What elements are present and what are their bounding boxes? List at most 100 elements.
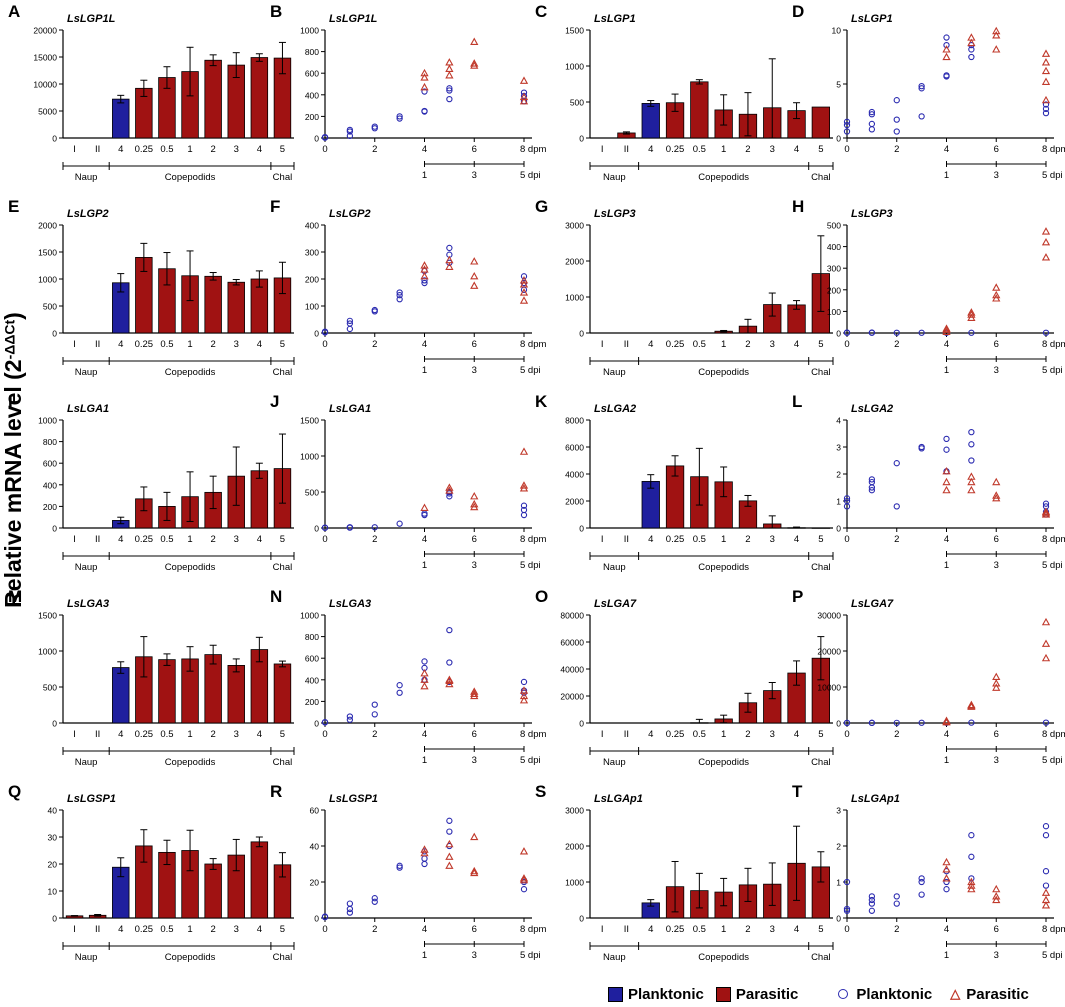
y-tick-label: 40 bbox=[310, 842, 320, 852]
planktonic-point bbox=[446, 85, 453, 92]
parasitic-point bbox=[420, 73, 429, 81]
y-tick-label: 500 bbox=[305, 488, 319, 498]
parasitic-point bbox=[445, 64, 454, 72]
x-tick-label: 8 dpm bbox=[1042, 534, 1065, 545]
stage-group-label: Copepodids bbox=[165, 952, 216, 963]
planktonic-point bbox=[446, 659, 453, 666]
parasitic-point bbox=[1041, 508, 1051, 517]
planktonic-point bbox=[943, 435, 950, 443]
stage-group-label: Naup bbox=[603, 757, 626, 768]
planktonic-point bbox=[843, 121, 851, 129]
stage-group-label: Naup bbox=[75, 562, 98, 573]
x-tick-label: 2 bbox=[372, 534, 377, 545]
planktonic-point bbox=[893, 460, 900, 467]
x-tick-label: 0.5 bbox=[160, 534, 173, 545]
panel-gene-title: LsLGA3 bbox=[329, 598, 371, 610]
x-tick-label: I bbox=[73, 144, 76, 155]
y-tick-label: 500 bbox=[43, 302, 57, 312]
planktonic-point bbox=[918, 878, 925, 886]
x-tick-label: 2 bbox=[372, 924, 377, 935]
stage-group-label: Naup bbox=[75, 952, 98, 963]
stage-group-label: Copepodids bbox=[698, 757, 749, 768]
parasitic-point bbox=[519, 447, 529, 455]
x-tick-label: II bbox=[624, 729, 629, 740]
x-tick-label: 2 bbox=[745, 924, 750, 935]
x-tick-label: II bbox=[95, 339, 100, 350]
panel-letter: B bbox=[270, 2, 282, 21]
panel-letter: J bbox=[270, 392, 279, 411]
planktonic-point bbox=[968, 853, 975, 860]
stage-group-label: Copepodids bbox=[165, 172, 216, 183]
x-tick-label: 4 bbox=[257, 729, 262, 740]
y-tick-label: 10000 bbox=[33, 80, 57, 90]
planktonic-point bbox=[346, 900, 354, 907]
dpi-tick-label: 3 bbox=[472, 560, 477, 571]
planktonic-point bbox=[396, 682, 403, 689]
panel-gene-title: LsLGP2 bbox=[67, 208, 109, 220]
planktonic-point bbox=[918, 719, 925, 726]
y-tick-label: 1500 bbox=[300, 416, 319, 426]
y-tick-label: 400 bbox=[305, 675, 319, 685]
planktonic-point bbox=[371, 123, 378, 130]
x-tick-label: 0.25 bbox=[666, 144, 685, 155]
planktonic-point bbox=[843, 329, 851, 336]
x-tick-label: 1 bbox=[187, 534, 192, 545]
parasitic-point bbox=[519, 695, 529, 704]
panel-gene-title: LsLGAp1 bbox=[594, 793, 643, 805]
y-tick-label: 15000 bbox=[33, 53, 57, 63]
x-tick-label: 6 bbox=[472, 924, 477, 935]
parasitic-point bbox=[420, 681, 429, 690]
panel-gene-title: LsLGP1 bbox=[851, 13, 893, 25]
y-tick-label: 500 bbox=[570, 98, 584, 108]
parasitic-point bbox=[1041, 49, 1051, 57]
y-tick-label: 200 bbox=[305, 697, 319, 707]
x-tick-label: II bbox=[624, 144, 629, 155]
planktonic-point bbox=[446, 493, 453, 500]
parasitic-point bbox=[942, 865, 951, 873]
x-tick-label: 1 bbox=[721, 144, 726, 155]
x-tick-label: 0 bbox=[844, 144, 849, 155]
planktonic-point bbox=[421, 658, 428, 665]
dpi-tick-label: 5 dpi bbox=[520, 560, 541, 571]
planktonic-point bbox=[1042, 329, 1050, 336]
panel-letter: Q bbox=[8, 782, 21, 801]
parasitic-point bbox=[942, 45, 951, 53]
panel-gene-title: LsLGP1L bbox=[67, 13, 116, 25]
x-tick-label: 4 bbox=[118, 924, 123, 935]
x-tick-label: 2 bbox=[745, 144, 750, 155]
parasitic-point bbox=[470, 271, 479, 280]
x-tick-label: 4 bbox=[118, 729, 123, 740]
y-tick-label: 3000 bbox=[565, 221, 584, 231]
planktonic-point bbox=[868, 896, 876, 904]
y-tick-label: 0 bbox=[314, 914, 319, 924]
y-tick-label: 80000 bbox=[560, 611, 584, 621]
x-tick-label: 4 bbox=[257, 339, 262, 350]
planktonic-point bbox=[968, 329, 975, 336]
planktonic-point bbox=[396, 296, 403, 303]
y-tick-label: 60 bbox=[310, 806, 320, 816]
parasitic-point bbox=[942, 324, 951, 332]
stage-group-label: Chal bbox=[273, 172, 293, 183]
x-tick-label: 0 bbox=[322, 534, 327, 545]
planktonic-point bbox=[918, 85, 925, 92]
x-tick-label: 5 bbox=[818, 339, 823, 350]
x-tick-label: I bbox=[73, 534, 76, 545]
planktonic-point bbox=[918, 113, 925, 120]
panel-letter: T bbox=[792, 782, 803, 801]
panel-P: P LsLGA7 0 10000 20000 30000 0 2 4 6 8 dpm 1 3 5 dpi bbox=[792, 587, 1065, 766]
panel-J: J LsLGA1 0 500 1000 1500 0 2 4 6 8 dpm 1 3 5 dpi bbox=[270, 392, 546, 571]
x-tick-label: 1 bbox=[721, 534, 726, 545]
parasitic-point bbox=[1041, 901, 1051, 909]
planktonic-point bbox=[346, 716, 354, 723]
parasitic-point bbox=[967, 700, 976, 709]
parasitic-point bbox=[1041, 95, 1051, 104]
x-tick-label: 0 bbox=[844, 534, 849, 545]
dpi-tick-label: 1 bbox=[944, 755, 949, 766]
y-tick-label: 400 bbox=[827, 242, 841, 252]
planktonic-point bbox=[968, 875, 975, 882]
planktonic-point bbox=[868, 329, 876, 336]
x-tick-label: 4 bbox=[118, 534, 123, 545]
parasitic-point bbox=[420, 848, 429, 857]
planktonic-point bbox=[868, 893, 876, 900]
